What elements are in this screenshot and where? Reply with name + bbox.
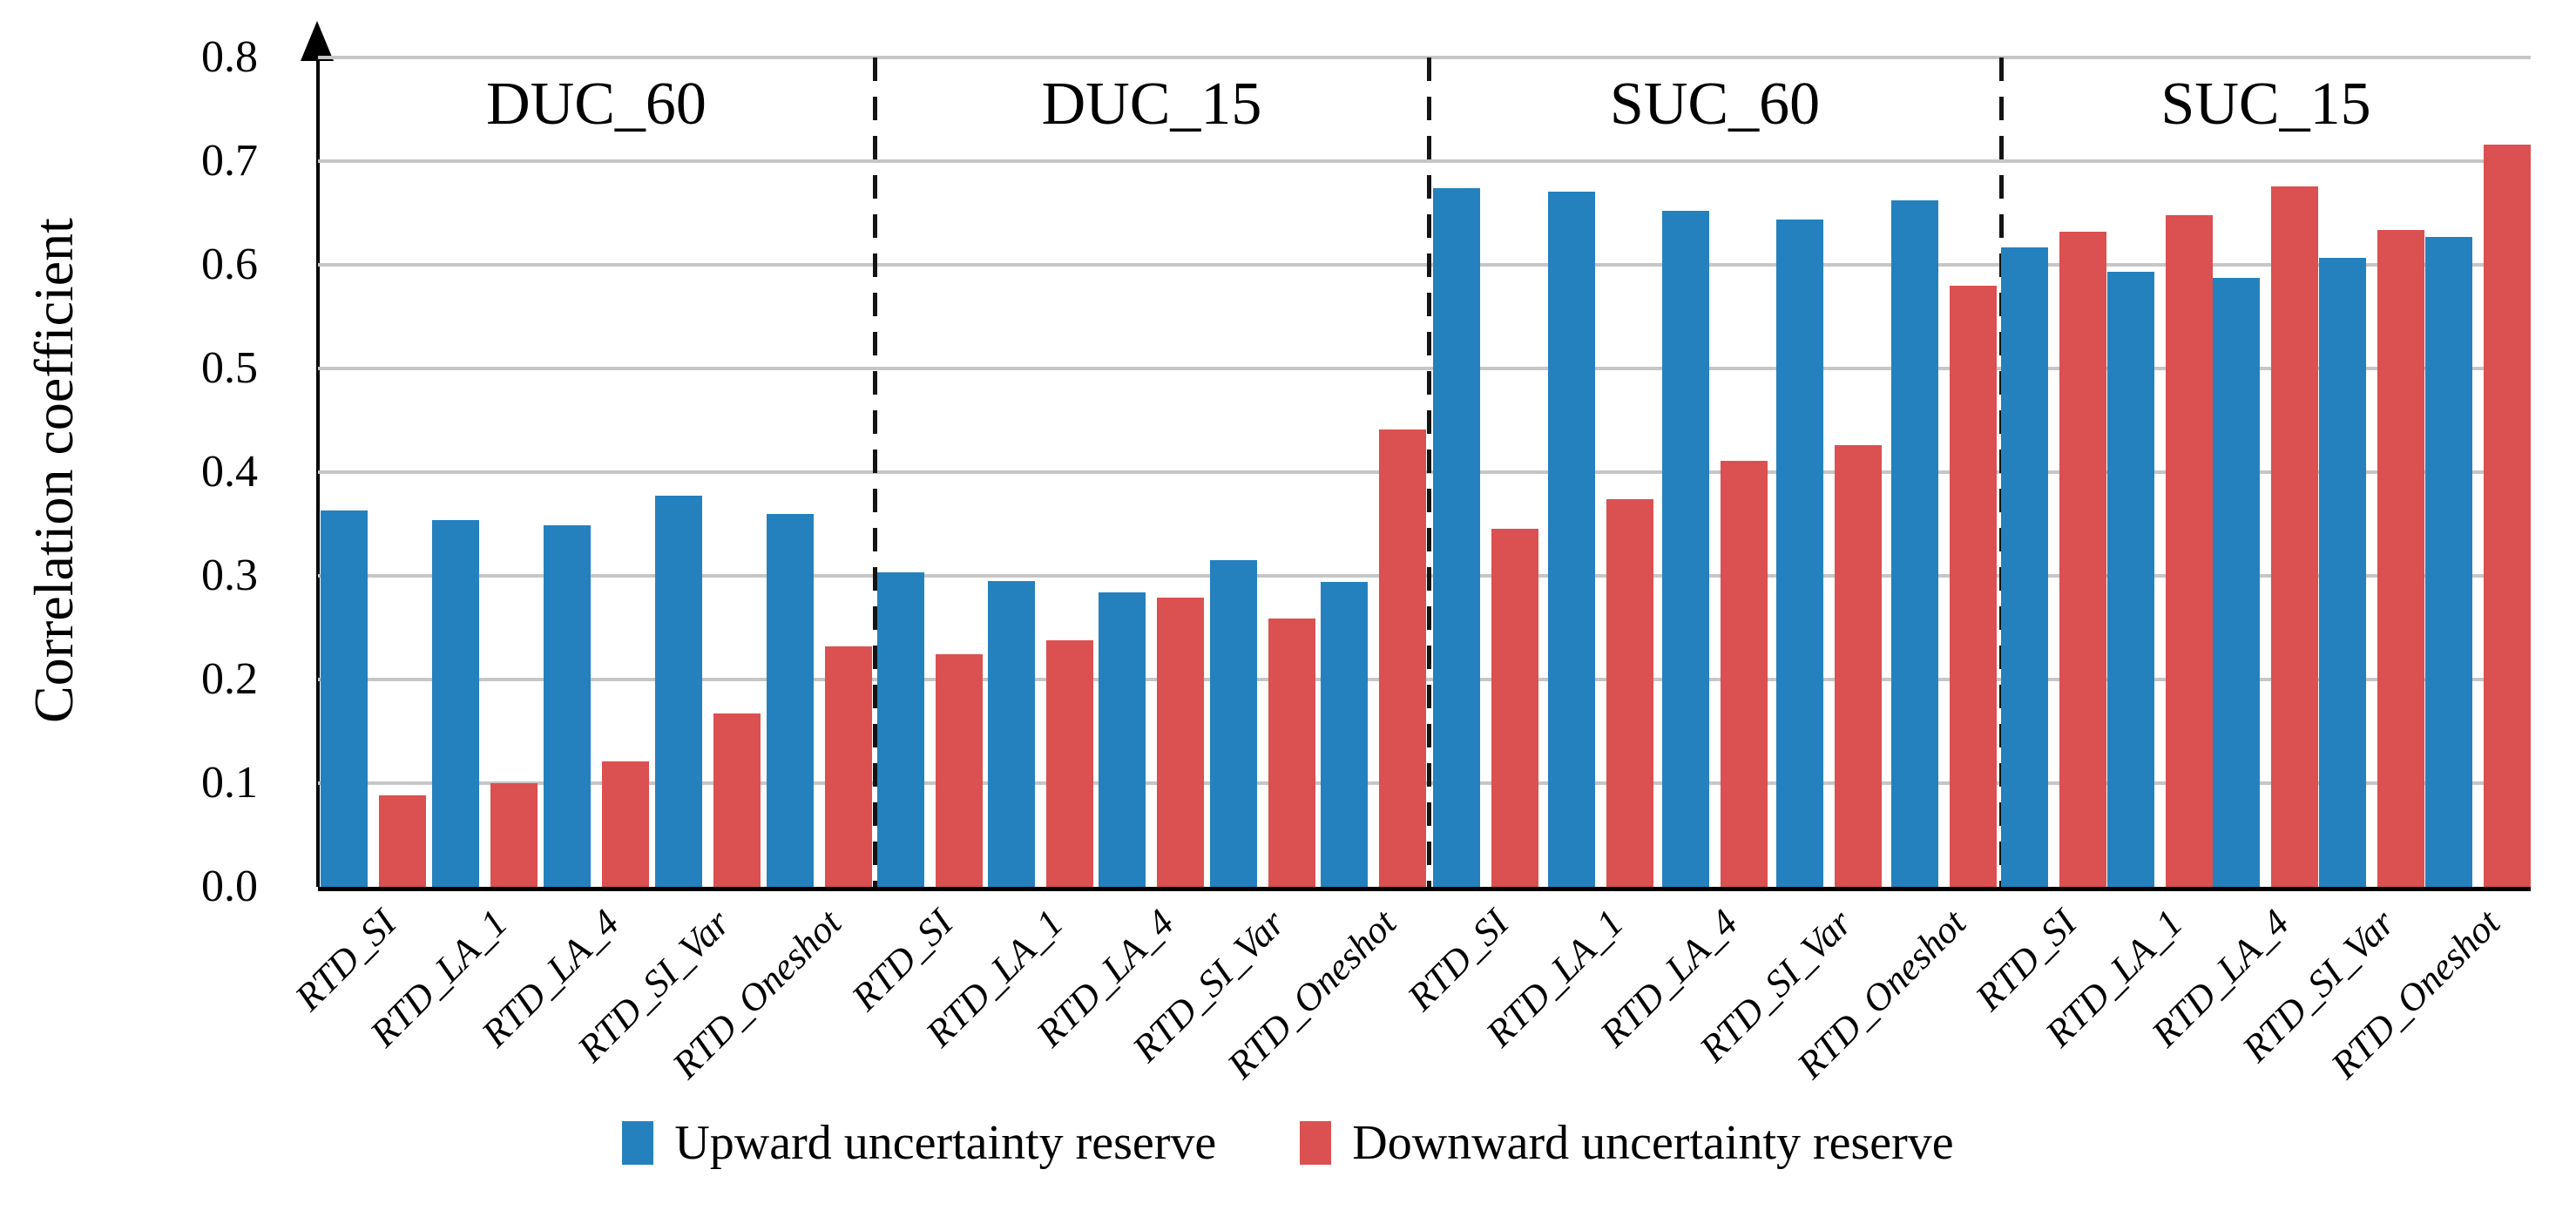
bar-downward-SUC_60-RTD_SI_Var (1835, 445, 1883, 887)
bar-downward-SUC_15-RTD_LA_4 (2271, 186, 2319, 887)
bar-downward-SUC_60-RTD_LA_4 (1720, 461, 1768, 887)
gridline-0.6 (318, 263, 2531, 267)
bar-downward-SUC_15-RTD_LA_1 (2165, 215, 2213, 887)
bar-pair-SUC_60-RTD_Oneshot: RTD_Oneshot (1789, 57, 1997, 1086)
legend-item-downward: Downward uncertainty reserve (1300, 1115, 1954, 1171)
legend-swatch-upward (622, 1121, 654, 1165)
gridline-0.5 (318, 367, 2531, 370)
bar-upward-SUC_60-RTD_SI_Var (1776, 220, 1824, 887)
bar-upward-DUC_60-RTD_Oneshot (766, 514, 814, 887)
y-tick-label-0.1: 0.1 (201, 758, 258, 808)
bar-downward-DUC_15-RTD_LA_4 (1157, 598, 1205, 887)
bar-pair-SUC_15-RTD_LA_1: RTD_LA_1 (2037, 57, 2213, 1055)
bar-pair-DUC_60-RTD_Oneshot: RTD_Oneshot (665, 57, 872, 1086)
bar-upward-DUC_15-RTD_LA_1 (988, 581, 1036, 887)
y-tick-label-0.5: 0.5 (201, 343, 258, 393)
bar-pair-SUC_60-RTD_LA_1: RTD_LA_1 (1477, 57, 1653, 1055)
bar-downward-SUC_15-RTD_SI_Var (2377, 230, 2425, 887)
bar-downward-DUC_15-RTD_SI_Var (1268, 619, 1315, 887)
section-DUC_60: DUC_60 RTD_SI RTD_LA_1 RTD_LA_4 RTD_SI_Var RT… (287, 57, 875, 1086)
bar-downward-DUC_60-RTD_LA_4 (601, 761, 649, 887)
gridline-0.8 (318, 56, 2531, 59)
legend-swatch-downward (1300, 1121, 1332, 1165)
bar-downward-SUC_60-RTD_SI (1491, 529, 1539, 887)
bar-pair-SUC_15-RTD_LA_4: RTD_LA_4 (2143, 57, 2319, 1055)
bar-upward-SUC_15-RTD_SI_Var (2319, 258, 2367, 887)
legend-item-upward: Upward uncertainty reserve (622, 1115, 1216, 1171)
bar-upward-SUC_15-RTD_LA_4 (2213, 278, 2261, 887)
bar-upward-SUC_60-RTD_LA_1 (1547, 192, 1595, 887)
bar-pair-DUC_60-RTD_SI_Var: RTD_SI_Var (570, 57, 761, 1070)
y-tick-label-0.3: 0.3 (201, 551, 258, 600)
bar-upward-DUC_15-RTD_Oneshot (1320, 582, 1368, 887)
bar-pair-DUC_15-RTD_SI: RTD_SI (843, 57, 984, 1019)
bar-pair-SUC_15-RTD_Oneshot: RTD_Oneshot (2323, 57, 2531, 1086)
section-separator-2 (1427, 57, 1431, 887)
bar-upward-DUC_60-RTD_LA_4 (543, 525, 591, 887)
bar-upward-DUC_15-RTD_SI_Var (1209, 560, 1257, 887)
bar-downward-SUC_60-RTD_LA_1 (1606, 499, 1653, 887)
bar-pair-SUC_15-RTD_SI_Var: RTD_SI_Var (2234, 57, 2425, 1070)
plot-area: DUC_60 RTD_SI RTD_LA_1 RTD_LA_4 RTD_SI_Var RT… (287, 21, 2531, 1086)
bar-pair-DUC_15-RTD_LA_1: RTD_LA_1 (918, 57, 1094, 1055)
bar-pair-SUC_60-RTD_SI_Var: RTD_SI_Var (1692, 57, 1883, 1070)
y-axis-line (316, 49, 320, 887)
bar-upward-SUC_15-RTD_SI (2001, 247, 2049, 887)
bar-upward-DUC_15-RTD_LA_4 (1099, 592, 1146, 887)
bar-upward-DUC_60-RTD_LA_1 (432, 520, 480, 887)
y-tick-label-0.4: 0.4 (201, 447, 258, 497)
bar-downward-DUC_60-RTD_Oneshot (824, 646, 872, 887)
bar-pair-DUC_60-RTD_SI: RTD_SI (287, 57, 427, 1019)
bar-upward-SUC_60-RTD_LA_4 (1661, 211, 1709, 887)
gridline-0.7 (318, 159, 2531, 163)
bar-downward-SUC_15-RTD_Oneshot (2483, 145, 2531, 887)
y-tick-label-0.2: 0.2 (201, 654, 258, 704)
legend: Upward uncertainty reserve Downward unce… (0, 1115, 2576, 1171)
y-tick-label-0.7: 0.7 (201, 136, 258, 186)
bar-upward-SUC_60-RTD_SI (1433, 188, 1481, 887)
y-tick-label-0.8: 0.8 (201, 32, 258, 82)
bar-downward-DUC_15-RTD_Oneshot (1378, 429, 1426, 887)
bar-pair-DUC_60-RTD_LA_1: RTD_LA_1 (362, 57, 538, 1055)
bar-upward-DUC_60-RTD_SI_Var (654, 496, 702, 887)
bar-downward-DUC_15-RTD_SI (936, 654, 984, 887)
y-axis-arrow-icon (301, 21, 334, 61)
bar-pair-SUC_60-RTD_LA_4: RTD_LA_4 (1592, 57, 1768, 1055)
bar-downward-SUC_60-RTD_Oneshot (1949, 286, 1997, 887)
bar-downward-DUC_60-RTD_LA_1 (490, 783, 538, 887)
section-SUC_15: SUC_15 RTD_SI RTD_LA_1 RTD_LA_4 RTD_SI_Var RT… (1967, 57, 2531, 1086)
bar-pair-SUC_60-RTD_SI: RTD_SI (1399, 57, 1539, 1019)
bar-downward-SUC_15-RTD_SI (2059, 232, 2107, 887)
bar-downward-DUC_60-RTD_SI (379, 795, 427, 887)
legend-label-upward: Upward uncertainty reserve (674, 1116, 1217, 1170)
section-SUC_60: SUC_60 RTD_SI RTD_LA_1 RTD_LA_4 RTD_SI_Var RT… (1399, 57, 2001, 1086)
bar-upward-SUC_15-RTD_Oneshot (2424, 237, 2472, 887)
bar-downward-DUC_15-RTD_LA_1 (1046, 640, 1094, 887)
bar-upward-SUC_15-RTD_LA_1 (2106, 272, 2154, 887)
legend-label-downward: Downward uncertainty reserve (1352, 1116, 1954, 1170)
bar-pair-SUC_15-RTD_SI: RTD_SI (1967, 57, 2107, 1019)
bar-pair-DUC_15-RTD_LA_4: RTD_LA_4 (1029, 57, 1205, 1055)
section-DUC_15: DUC_15 RTD_SI RTD_LA_1 RTD_LA_4 RTD_SI_Var RT… (843, 57, 1429, 1086)
y-tick-label-0.0: 0.0 (201, 862, 258, 911)
bar-upward-DUC_60-RTD_SI (321, 510, 368, 887)
section-separator-1 (873, 57, 877, 887)
y-tick-label-0.6: 0.6 (201, 240, 258, 289)
bar-pair-DUC_60-RTD_LA_4: RTD_LA_4 (473, 57, 649, 1055)
bar-upward-DUC_15-RTD_SI (877, 572, 925, 887)
bar-upward-SUC_60-RTD_Oneshot (1890, 200, 1938, 887)
bar-pair-DUC_15-RTD_Oneshot: RTD_Oneshot (1219, 57, 1426, 1086)
bar-pair-DUC_15-RTD_SI_Var: RTD_SI_Var (1125, 57, 1315, 1070)
bar-downward-DUC_60-RTD_SI_Var (713, 713, 761, 887)
